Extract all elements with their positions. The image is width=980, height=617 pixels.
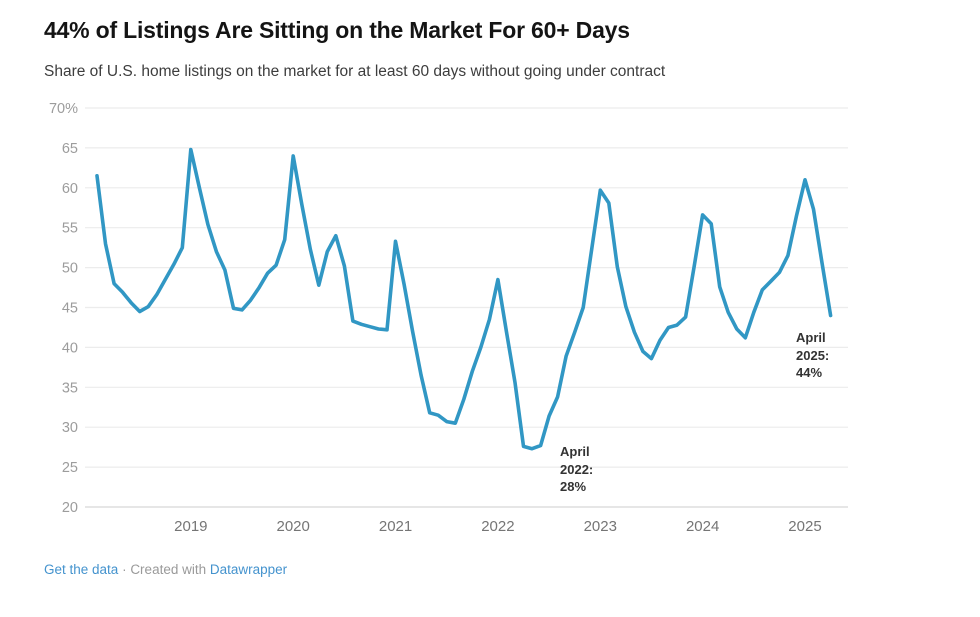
chart-title: 44% of Listings Are Sitting on the Marke… <box>44 17 630 43</box>
y-tick-label: 30 <box>62 420 78 436</box>
x-tick-label: 2023 <box>584 518 617 535</box>
y-tick-label: 50 <box>62 261 78 277</box>
chart-subtitle: Share of U.S. home listings on the marke… <box>44 63 666 80</box>
footer-separator: · <box>118 562 131 577</box>
y-tick-label: 20 <box>62 500 78 516</box>
data-line <box>95 147 833 451</box>
y-tick-label: 55 <box>62 221 78 237</box>
y-tick-label: 25 <box>62 460 78 476</box>
created-with-label: Created with <box>130 562 210 577</box>
y-tick-label: 65 <box>62 141 78 157</box>
footer: Get the data · Created with Datawrapper <box>44 562 287 577</box>
y-tick-label: 40 <box>62 340 78 356</box>
y-tick-label: 60 <box>62 181 78 197</box>
x-tick-label: 2019 <box>174 518 207 535</box>
x-tick-label: 2021 <box>379 518 412 535</box>
datawrapper-link[interactable]: Datawrapper <box>209 562 288 577</box>
annotation-april-2022: April 2022: 28% <box>560 444 594 494</box>
x-tick-label: 2024 <box>686 518 719 535</box>
y-tick-label: 70% <box>49 101 78 117</box>
annotation-april-2025: April 2025: 44% <box>796 330 830 380</box>
x-tick-label: 2025 <box>788 518 821 535</box>
x-tick-label: 2022 <box>481 518 514 535</box>
x-tick-label: 2020 <box>277 518 310 535</box>
get-data-link[interactable]: Get the data <box>44 562 119 577</box>
y-tick-label: 35 <box>62 380 78 396</box>
y-tick-label: 45 <box>62 301 78 317</box>
